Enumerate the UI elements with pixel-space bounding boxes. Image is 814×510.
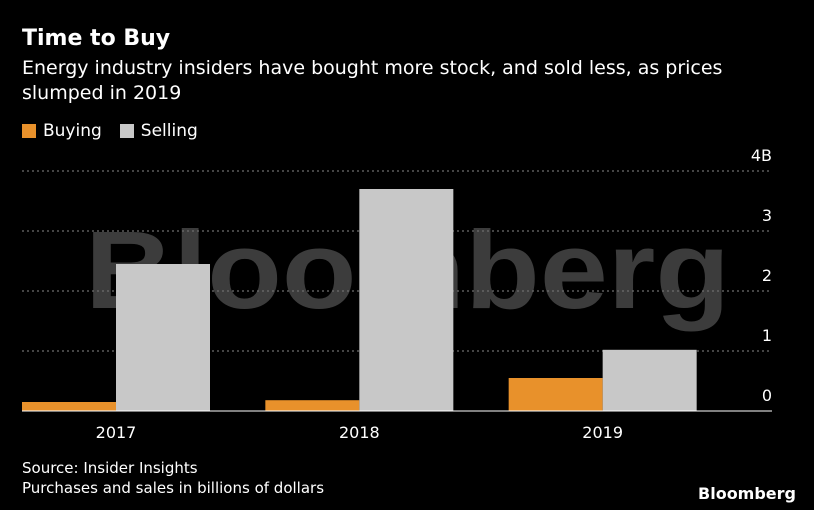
chart-footer: Source: Insider Insights Purchases and s… <box>22 458 324 498</box>
legend-item-selling: Selling <box>119 121 198 141</box>
bar-chart: Bloomberg20172018201901234B <box>22 146 772 442</box>
legend-swatch-selling <box>119 124 134 138</box>
bar-selling-2019 <box>602 349 697 411</box>
y-tick-label: 0 <box>762 386 772 405</box>
x-tick-label: 2019 <box>582 423 623 442</box>
units-note: Purchases and sales in billions of dolla… <box>22 479 325 497</box>
legend-swatch-buying <box>22 124 36 138</box>
y-tick-label: 4B <box>751 146 772 165</box>
y-tick-label: 3 <box>762 206 772 225</box>
bar-selling-2018 <box>359 189 454 411</box>
legend-label-buying: Buying <box>43 121 102 141</box>
x-tick-label: 2017 <box>96 423 137 442</box>
bar-buying-2019 <box>508 378 603 411</box>
chart-title: Time to Buy <box>22 26 171 51</box>
chart-subtitle: Energy industry insiders have bought mor… <box>22 57 723 104</box>
y-tick-label: 1 <box>762 326 772 345</box>
bar-selling-2017 <box>116 264 210 411</box>
legend: Buying Selling <box>22 121 208 141</box>
legend-label-selling: Selling <box>140 121 198 141</box>
x-tick-label: 2018 <box>339 423 380 442</box>
bar-buying-2017 <box>22 402 116 411</box>
legend-item-buying: Buying <box>22 121 102 141</box>
brand-logo: Bloomberg <box>698 484 796 503</box>
y-tick-label: 2 <box>762 266 772 285</box>
bar-buying-2018 <box>265 400 360 411</box>
source-note: Source: Insider Insights <box>22 459 198 477</box>
